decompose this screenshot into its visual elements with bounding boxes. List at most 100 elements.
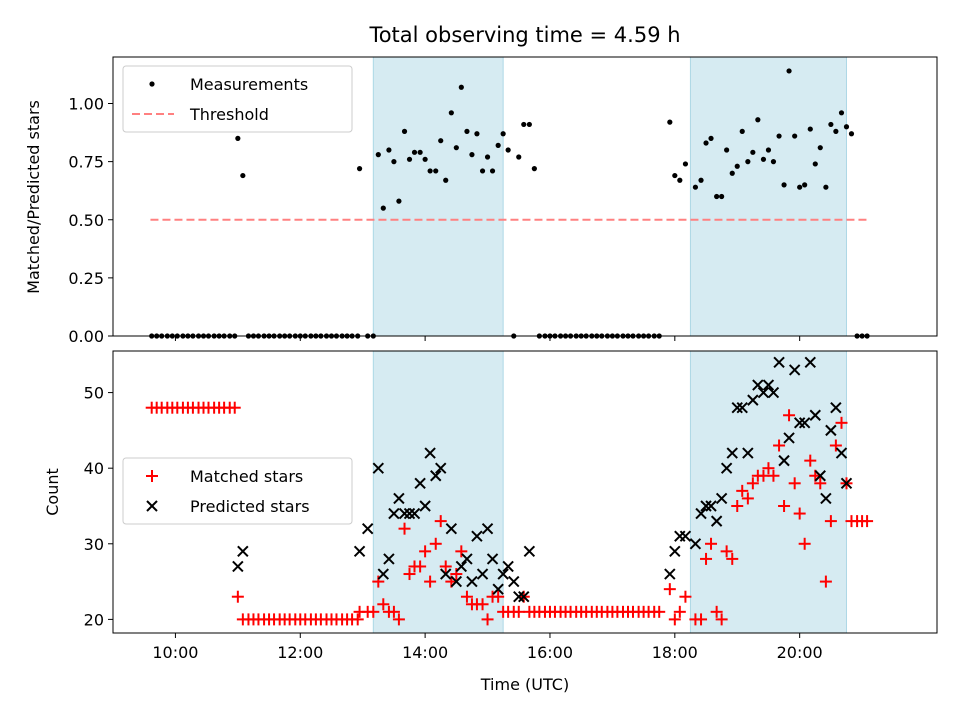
predicted-star-point bbox=[435, 462, 447, 474]
measurement-point bbox=[797, 184, 803, 190]
predicted-star-point bbox=[403, 507, 416, 520]
predicted-star-point bbox=[778, 454, 790, 467]
predicted-star-point bbox=[689, 538, 702, 550]
measurement-point bbox=[786, 68, 792, 74]
predicted-star-point bbox=[742, 447, 754, 459]
predicted-star-point bbox=[419, 500, 431, 512]
matched-star-point bbox=[392, 613, 405, 626]
bottom-x-tick-label: 18:00 bbox=[652, 643, 698, 662]
legend-threshold-label: Threshold bbox=[189, 105, 269, 124]
measurement-point bbox=[469, 152, 475, 158]
matched-star-point bbox=[819, 575, 832, 588]
top-y-tick-label: 0.75 bbox=[68, 153, 104, 172]
matched-star-point bbox=[403, 568, 416, 581]
measurement-point bbox=[765, 147, 772, 153]
measurement-point bbox=[792, 133, 798, 139]
predicted-star-point bbox=[414, 477, 426, 490]
top-shaded-regions bbox=[372, 56, 847, 337]
measurement-point bbox=[770, 159, 777, 165]
bottom-legend: Matched stars Predicted stars bbox=[122, 457, 353, 525]
matched-star-point bbox=[367, 605, 380, 618]
matched-star-point bbox=[434, 515, 447, 528]
predicted-star-point bbox=[669, 545, 681, 558]
measurement-point bbox=[776, 133, 782, 139]
top-legend-box bbox=[122, 65, 353, 133]
predicted-star-point bbox=[377, 568, 390, 580]
top-y-axis-label: Matched/Predicted stars bbox=[24, 100, 43, 294]
matched-star-point bbox=[668, 613, 681, 626]
predicted-star-point bbox=[700, 500, 712, 512]
predicted-star-point bbox=[466, 575, 478, 588]
measurement-point bbox=[692, 184, 699, 190]
predicted-star-point bbox=[726, 447, 738, 459]
matched-star-point bbox=[793, 507, 806, 520]
predicted-star-point bbox=[767, 386, 780, 399]
measurement-point bbox=[750, 149, 756, 155]
predicted-star-point bbox=[793, 417, 806, 429]
predicted-star-point bbox=[679, 530, 692, 542]
top-y-tick-label: 0.25 bbox=[68, 269, 104, 288]
predicted-star-point bbox=[731, 401, 743, 414]
measurement-point bbox=[427, 168, 433, 174]
bottom-x-tick-label: 14:00 bbox=[402, 643, 448, 662]
legend-predicted-marker bbox=[146, 500, 158, 512]
matched-star-point bbox=[762, 462, 775, 475]
bottom-x-tick-label: 12:00 bbox=[277, 643, 323, 662]
predicted-star-point bbox=[508, 575, 520, 588]
matched-star-point bbox=[492, 590, 505, 603]
predicted-star-point bbox=[388, 507, 400, 520]
measurement-point bbox=[479, 168, 486, 174]
matched-star-point bbox=[731, 499, 744, 512]
bottom-y-tick-label: 40 bbox=[84, 459, 104, 478]
matched-star-point bbox=[798, 537, 811, 550]
measurement-point bbox=[734, 163, 740, 169]
matched-stars-series bbox=[145, 401, 874, 626]
predicted-star-point bbox=[710, 515, 723, 527]
measurement-point bbox=[448, 110, 454, 116]
bottom-legend-box bbox=[122, 457, 353, 525]
matched-star-point bbox=[663, 583, 676, 596]
top-y-tick-label: 0.00 bbox=[68, 327, 104, 346]
predicted-star-point bbox=[835, 447, 848, 459]
legend-predicted-label: Predicted stars bbox=[190, 497, 310, 516]
measurement-point bbox=[729, 170, 735, 176]
measurement-point bbox=[521, 121, 527, 128]
measurement-point bbox=[719, 193, 725, 200]
bottom-x-tick-label: 10:00 bbox=[152, 643, 198, 662]
predicted-star-point bbox=[393, 492, 405, 505]
matched-star-point bbox=[720, 545, 733, 558]
predicted-star-point bbox=[820, 492, 832, 505]
matched-star-point bbox=[414, 560, 427, 573]
matched-star-point bbox=[829, 439, 842, 452]
measurement-point bbox=[433, 168, 439, 174]
predicted-star-point bbox=[523, 545, 536, 558]
predicted-star-point bbox=[481, 522, 494, 535]
measurement-point bbox=[422, 156, 428, 162]
measurement-point bbox=[755, 117, 761, 123]
predicted-star-point bbox=[814, 470, 826, 482]
measurement-point bbox=[714, 193, 720, 200]
matched-star-point bbox=[653, 605, 666, 618]
matched-star-point bbox=[705, 537, 718, 550]
predicted-star-point bbox=[664, 568, 676, 580]
predicted-star-point bbox=[762, 379, 775, 391]
matched-star-point bbox=[476, 598, 489, 611]
measurement-point bbox=[724, 147, 730, 153]
predicted-star-point bbox=[705, 500, 717, 512]
matched-star-point bbox=[700, 552, 713, 565]
measurement-point bbox=[406, 156, 413, 162]
predicted-star-point bbox=[840, 477, 853, 490]
measurement-point bbox=[745, 159, 751, 165]
measurement-point bbox=[386, 147, 392, 153]
chart-title: Total observing time = 4.59 h bbox=[368, 23, 680, 47]
measurement-point bbox=[380, 205, 386, 211]
matched-star-point bbox=[439, 560, 452, 573]
measurement-point bbox=[240, 172, 246, 179]
measurement-point bbox=[848, 131, 855, 137]
predicted-star-point bbox=[736, 401, 748, 414]
matched-star-point bbox=[861, 515, 874, 528]
measurement-point bbox=[464, 128, 470, 134]
matched-star-point bbox=[695, 613, 708, 626]
top-y-tick-label: 1.00 bbox=[68, 95, 104, 114]
matched-star-point bbox=[835, 416, 848, 429]
